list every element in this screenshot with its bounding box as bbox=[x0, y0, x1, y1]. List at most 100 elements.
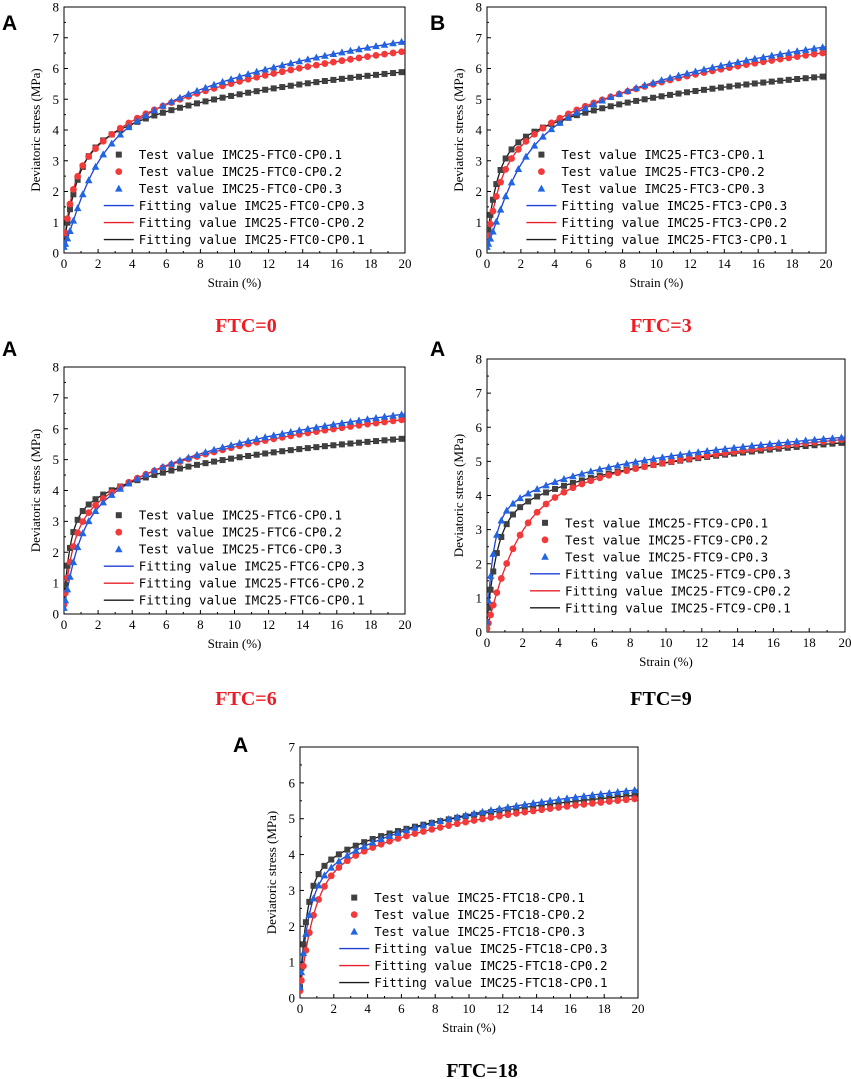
x-tick-label: 12 bbox=[684, 256, 697, 271]
data-point-triangle bbox=[776, 50, 785, 58]
legend-circle-swatch bbox=[350, 911, 358, 918]
data-point-triangle bbox=[497, 516, 506, 524]
data-point-circle bbox=[641, 463, 648, 471]
data-point-triangle bbox=[278, 429, 287, 437]
legend: Test value IMC25-FTC0-CP0.1 Test value IM… bbox=[103, 147, 365, 247]
data-point-triangle bbox=[774, 439, 783, 447]
data-point-square bbox=[64, 582, 69, 589]
legend-label: Fitting value IMC25-FTC0-CP0.1 bbox=[139, 232, 365, 247]
data-point-triangle bbox=[810, 44, 818, 52]
data-point-circle bbox=[278, 68, 286, 76]
data-point-square bbox=[364, 72, 371, 79]
data-point-square bbox=[624, 99, 631, 106]
data-point-square bbox=[176, 465, 183, 472]
data-point-square bbox=[79, 508, 86, 515]
data-point-circle bbox=[364, 420, 371, 428]
data-point-square bbox=[321, 77, 328, 84]
data-point-triangle bbox=[184, 90, 193, 98]
legend-label: Fitting value IMC25-FTC6-CP0.1 bbox=[139, 593, 365, 608]
data-point-square bbox=[202, 98, 209, 105]
data-point-circle bbox=[364, 53, 371, 61]
data-point-circle bbox=[253, 73, 261, 81]
data-point-triangle bbox=[595, 465, 604, 473]
data-point-circle bbox=[64, 215, 71, 223]
data-point-square bbox=[717, 84, 724, 91]
data-point-triangle bbox=[837, 433, 845, 441]
data-point-triangle bbox=[295, 57, 304, 65]
y-tick-label: 2 bbox=[476, 556, 483, 571]
data-point-square bbox=[658, 93, 665, 100]
data-point-square bbox=[373, 438, 380, 445]
data-point-circle bbox=[487, 611, 494, 619]
data-point-triangle bbox=[286, 428, 295, 436]
data-point-square bbox=[633, 97, 640, 104]
x-tick-label: 20 bbox=[820, 256, 833, 271]
x-tick-label: 4 bbox=[552, 256, 559, 271]
data-point-triangle bbox=[99, 498, 108, 506]
data-point-circle bbox=[74, 529, 82, 537]
data-point-circle bbox=[85, 153, 93, 160]
data-point-circle bbox=[377, 840, 385, 848]
data-point-triangle bbox=[428, 819, 436, 827]
legend-label: Fitting value IMC25-FTC18-CP0.1 bbox=[374, 975, 607, 990]
data-point-triangle bbox=[218, 77, 227, 85]
data-point-circle bbox=[588, 799, 596, 807]
data-point-circle bbox=[622, 796, 630, 804]
data-point-circle bbox=[524, 519, 532, 527]
data-point-square bbox=[802, 75, 809, 82]
x-tick-label: 16 bbox=[330, 256, 344, 271]
data-point-square bbox=[502, 155, 509, 162]
data-point-triangle bbox=[453, 813, 461, 821]
y-tick-label: 5 bbox=[476, 454, 483, 469]
data-point-triangle bbox=[751, 54, 759, 62]
data-point-triangle bbox=[589, 100, 598, 108]
data-point-square bbox=[607, 103, 614, 110]
data-point-square bbox=[599, 105, 606, 112]
data-point-circle bbox=[389, 417, 397, 425]
data-point-square bbox=[344, 846, 351, 853]
x-tick-label: 10 bbox=[660, 635, 673, 650]
legend-label: Fitting value IMC25-FTC3-CP0.1 bbox=[561, 232, 787, 247]
data-point-square bbox=[330, 442, 337, 449]
data-point-square bbox=[768, 78, 775, 85]
data-point-triangle bbox=[295, 426, 304, 434]
data-point-square bbox=[330, 76, 337, 83]
data-point-triangle bbox=[338, 48, 346, 56]
legend-label: Test value IMC25-FTC9-CP0.1 bbox=[565, 515, 768, 530]
data-point-triangle bbox=[300, 949, 308, 957]
data-point-triangle bbox=[159, 101, 167, 109]
data-point-triangle bbox=[321, 421, 329, 429]
data-point-square bbox=[811, 74, 818, 81]
data-point-square bbox=[590, 107, 597, 114]
data-point-triangle bbox=[539, 132, 547, 140]
data-point-triangle bbox=[107, 139, 116, 147]
data-point-triangle bbox=[801, 45, 810, 53]
data-point-triangle bbox=[734, 58, 742, 66]
data-point-triangle bbox=[512, 801, 521, 809]
data-point-circle bbox=[99, 137, 107, 145]
data-point-square bbox=[489, 196, 496, 203]
data-point-square bbox=[493, 181, 500, 188]
x-tick-label: 14 bbox=[530, 1001, 544, 1016]
data-point-triangle bbox=[730, 443, 738, 451]
data-point-triangle bbox=[389, 411, 397, 419]
data-point-square bbox=[490, 568, 497, 575]
data-point-circle bbox=[355, 421, 363, 429]
data-point-triangle bbox=[640, 81, 649, 89]
data-point-triangle bbox=[487, 806, 495, 814]
data-point-square bbox=[315, 871, 322, 878]
data-point-square bbox=[168, 467, 175, 474]
data-point-square bbox=[245, 452, 252, 459]
data-point-square bbox=[211, 96, 218, 103]
data-point-triangle bbox=[142, 111, 150, 119]
x-tick-label: 10 bbox=[463, 1001, 476, 1016]
y-tick-label: 2 bbox=[289, 919, 296, 934]
data-point-circle bbox=[596, 474, 604, 482]
data-point-square bbox=[538, 802, 545, 809]
data-point-triangle bbox=[631, 457, 640, 465]
y-tick-label: 4 bbox=[53, 483, 60, 498]
y-tick-label: 0 bbox=[476, 625, 483, 640]
legend-label: Fitting value IMC25-FTC0-CP0.2 bbox=[139, 215, 365, 230]
